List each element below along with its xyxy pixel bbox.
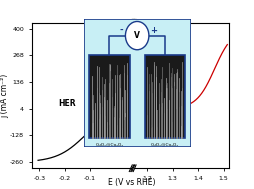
FancyBboxPatch shape: [145, 55, 185, 138]
Text: V: V: [134, 31, 140, 40]
Text: OER: OER: [169, 98, 187, 108]
Y-axis label: j (mA cm⁻²): j (mA cm⁻²): [0, 73, 9, 118]
Text: +: +: [150, 26, 157, 35]
Text: -: -: [119, 26, 123, 35]
FancyBboxPatch shape: [89, 55, 130, 138]
Text: CuOₓ@Co₃O₄: CuOₓ@Co₃O₄: [96, 142, 123, 146]
Text: E (V vs RHE): E (V vs RHE): [108, 178, 156, 187]
Text: HER: HER: [58, 98, 76, 108]
Circle shape: [125, 22, 149, 50]
Text: CuOₓ@Co₃O₄: CuOₓ@Co₃O₄: [151, 142, 179, 146]
FancyBboxPatch shape: [84, 19, 190, 147]
